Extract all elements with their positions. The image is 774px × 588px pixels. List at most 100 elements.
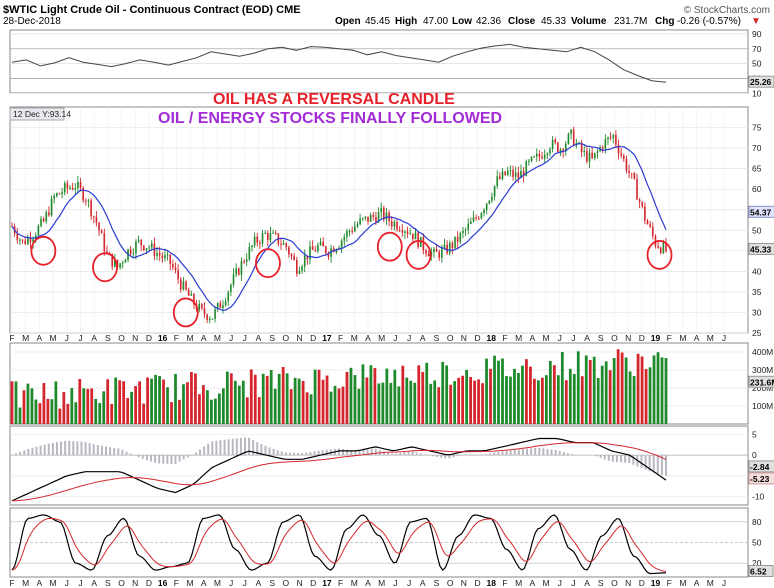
- macd-histogram-bar: [235, 438, 238, 456]
- macd-histogram-bar: [231, 438, 234, 456]
- candle-body: [601, 147, 604, 149]
- stochastic-x-tick-label: F: [174, 578, 179, 588]
- macd-histogram-bar: [538, 447, 541, 456]
- macd-histogram-bar: [47, 443, 50, 456]
- candle-body: [522, 171, 525, 177]
- candle-body: [19, 239, 21, 241]
- candle-body: [230, 284, 232, 292]
- macd-histogram-bar: [207, 443, 210, 456]
- volume-bar: [154, 374, 157, 424]
- macd-histogram-bar: [100, 445, 103, 456]
- rsi-value-label: 25.26: [750, 77, 772, 87]
- volume-bar: [560, 352, 564, 424]
- macd-panel: 50-5-10-2.84-5.23: [9, 425, 774, 506]
- volume-bar: [118, 380, 122, 424]
- price-x-tick-label: M: [378, 333, 385, 343]
- macd-tick-label: 0: [752, 450, 757, 460]
- candle-body: [69, 187, 71, 189]
- stochastic-x-axis: F M A M J J A S O N D 16 F M A M J J A S O N D 17 F M A M J J A S O N D 18 F…: [9, 578, 726, 588]
- volume-bar: [277, 373, 281, 424]
- candle-body: [620, 153, 622, 156]
- candle-body: [124, 259, 127, 263]
- candle-body: [227, 291, 230, 302]
- price-x-tick-label: A: [420, 333, 426, 343]
- macd-histogram-bar: [387, 452, 390, 456]
- macd-histogram-bar: [513, 449, 516, 456]
- volume-bar: [106, 379, 110, 424]
- stochastic-x-tick-label: J: [243, 578, 247, 588]
- volume-bar: [66, 403, 70, 424]
- volume-bar: [636, 353, 640, 424]
- candle-body: [261, 233, 264, 244]
- candle-body: [335, 249, 338, 253]
- macd-histogram-bar: [652, 455, 655, 473]
- stochastic-x-tick-label: M: [186, 578, 193, 588]
- candle-body: [201, 304, 203, 309]
- volume-bar: [385, 368, 389, 424]
- macd-histogram-bar: [456, 455, 459, 457]
- price-x-tick-label: A: [91, 333, 97, 343]
- candle-body: [106, 251, 108, 253]
- volume-bar: [281, 366, 285, 424]
- candle-body: [45, 212, 48, 222]
- candle-body: [488, 200, 491, 204]
- macd-histogram-bar: [542, 448, 545, 456]
- candle-body: [551, 139, 554, 149]
- volume-bar: [381, 382, 385, 424]
- candle-body: [504, 171, 506, 176]
- macd-histogram-bar: [517, 449, 520, 456]
- candle-body: [554, 139, 557, 143]
- volume-bar: [126, 398, 130, 424]
- macd-histogram-bar: [440, 455, 443, 458]
- volume-bar: [421, 371, 425, 424]
- macd-histogram-bar: [648, 455, 651, 472]
- candle-body: [224, 301, 227, 306]
- volume-bar: [337, 388, 341, 424]
- volume-axis: 400M 300M 200M 100M 231.6M: [748, 347, 774, 411]
- macd-histogram: [11, 437, 667, 476]
- candle-body: [644, 206, 646, 221]
- candle-body: [485, 203, 488, 210]
- candle-body: [525, 161, 528, 177]
- stochastic-x-tick-label: S: [269, 578, 275, 588]
- price-x-tick-label: D: [310, 333, 316, 343]
- volume-bar: [449, 384, 453, 424]
- low-circle: [405, 240, 432, 270]
- volume-bar: [608, 370, 612, 424]
- price-x-tick-label: J: [407, 333, 411, 343]
- volume-bar: [174, 373, 177, 424]
- candle-body: [506, 170, 509, 176]
- stochastic-tick-label: 80: [752, 517, 762, 527]
- candle-body: [662, 242, 665, 253]
- price-x-tick-label: D: [474, 333, 480, 343]
- volume-bar: [329, 391, 333, 424]
- macd-histogram-bar: [15, 453, 18, 456]
- stochastic-x-tick-label: F: [667, 578, 672, 588]
- macd-histogram-bar: [272, 448, 275, 456]
- macd-histogram-bar: [109, 447, 112, 456]
- candle-body: [251, 245, 253, 248]
- candle-body: [520, 171, 522, 179]
- price-x-tick-label: M: [214, 333, 221, 343]
- price-x-tick-label: M: [50, 333, 57, 343]
- volume-bar: [237, 385, 241, 424]
- price-x-tick-label: A: [584, 333, 590, 343]
- volume-bar: [485, 358, 488, 424]
- stochastic-k-line: [11, 514, 666, 575]
- candle-body: [593, 152, 596, 159]
- macd-histogram-bar: [113, 447, 116, 456]
- candle-body: [633, 173, 636, 179]
- stochastic-x-tick-label: O: [118, 578, 125, 588]
- candle-body: [409, 233, 412, 235]
- candle-body: [311, 246, 314, 250]
- price-x-tick-label: S: [598, 333, 604, 343]
- macd-histogram-bar: [182, 455, 185, 460]
- price-x-tick-label: M: [542, 333, 549, 343]
- volume-bar: [269, 370, 273, 424]
- volume-bar: [540, 377, 544, 424]
- candle-body: [164, 255, 166, 259]
- candle-body: [557, 142, 559, 153]
- volume-bar: [333, 385, 337, 424]
- volume-bar: [457, 377, 461, 424]
- candle-body: [541, 156, 543, 159]
